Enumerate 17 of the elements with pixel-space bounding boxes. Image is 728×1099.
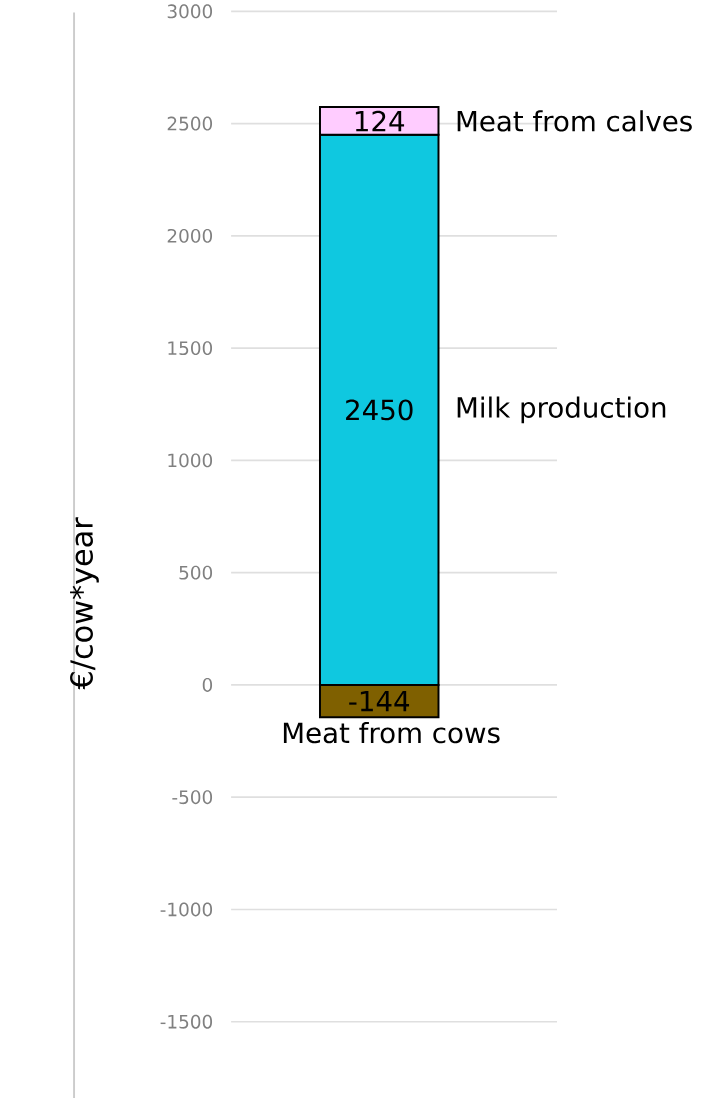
data-label: 2450	[346, 399, 413, 421]
y-tick-label: 2000	[167, 228, 213, 243]
series-label: Milk production	[457, 396, 666, 424]
series-label: Meat from cows	[283, 721, 500, 744]
y-axis-title: €/cow*year	[70, 517, 99, 690]
y-tick-label: 3000	[167, 4, 213, 19]
y-tick-label: 2500	[167, 116, 213, 131]
y-tick-label: -1000	[160, 902, 213, 917]
y-tick-label: 0	[202, 677, 213, 692]
data-label: -144	[349, 690, 410, 712]
y-tick-label: 1000	[168, 453, 213, 468]
series-label: Meat from calves	[457, 110, 692, 132]
y-tick-label: -1500	[160, 1014, 213, 1029]
y-tick-label: 1500	[168, 341, 213, 356]
y-tick-label: -500	[172, 790, 213, 805]
data-label: 124	[355, 110, 405, 132]
y-tick-label: 500	[179, 565, 213, 580]
